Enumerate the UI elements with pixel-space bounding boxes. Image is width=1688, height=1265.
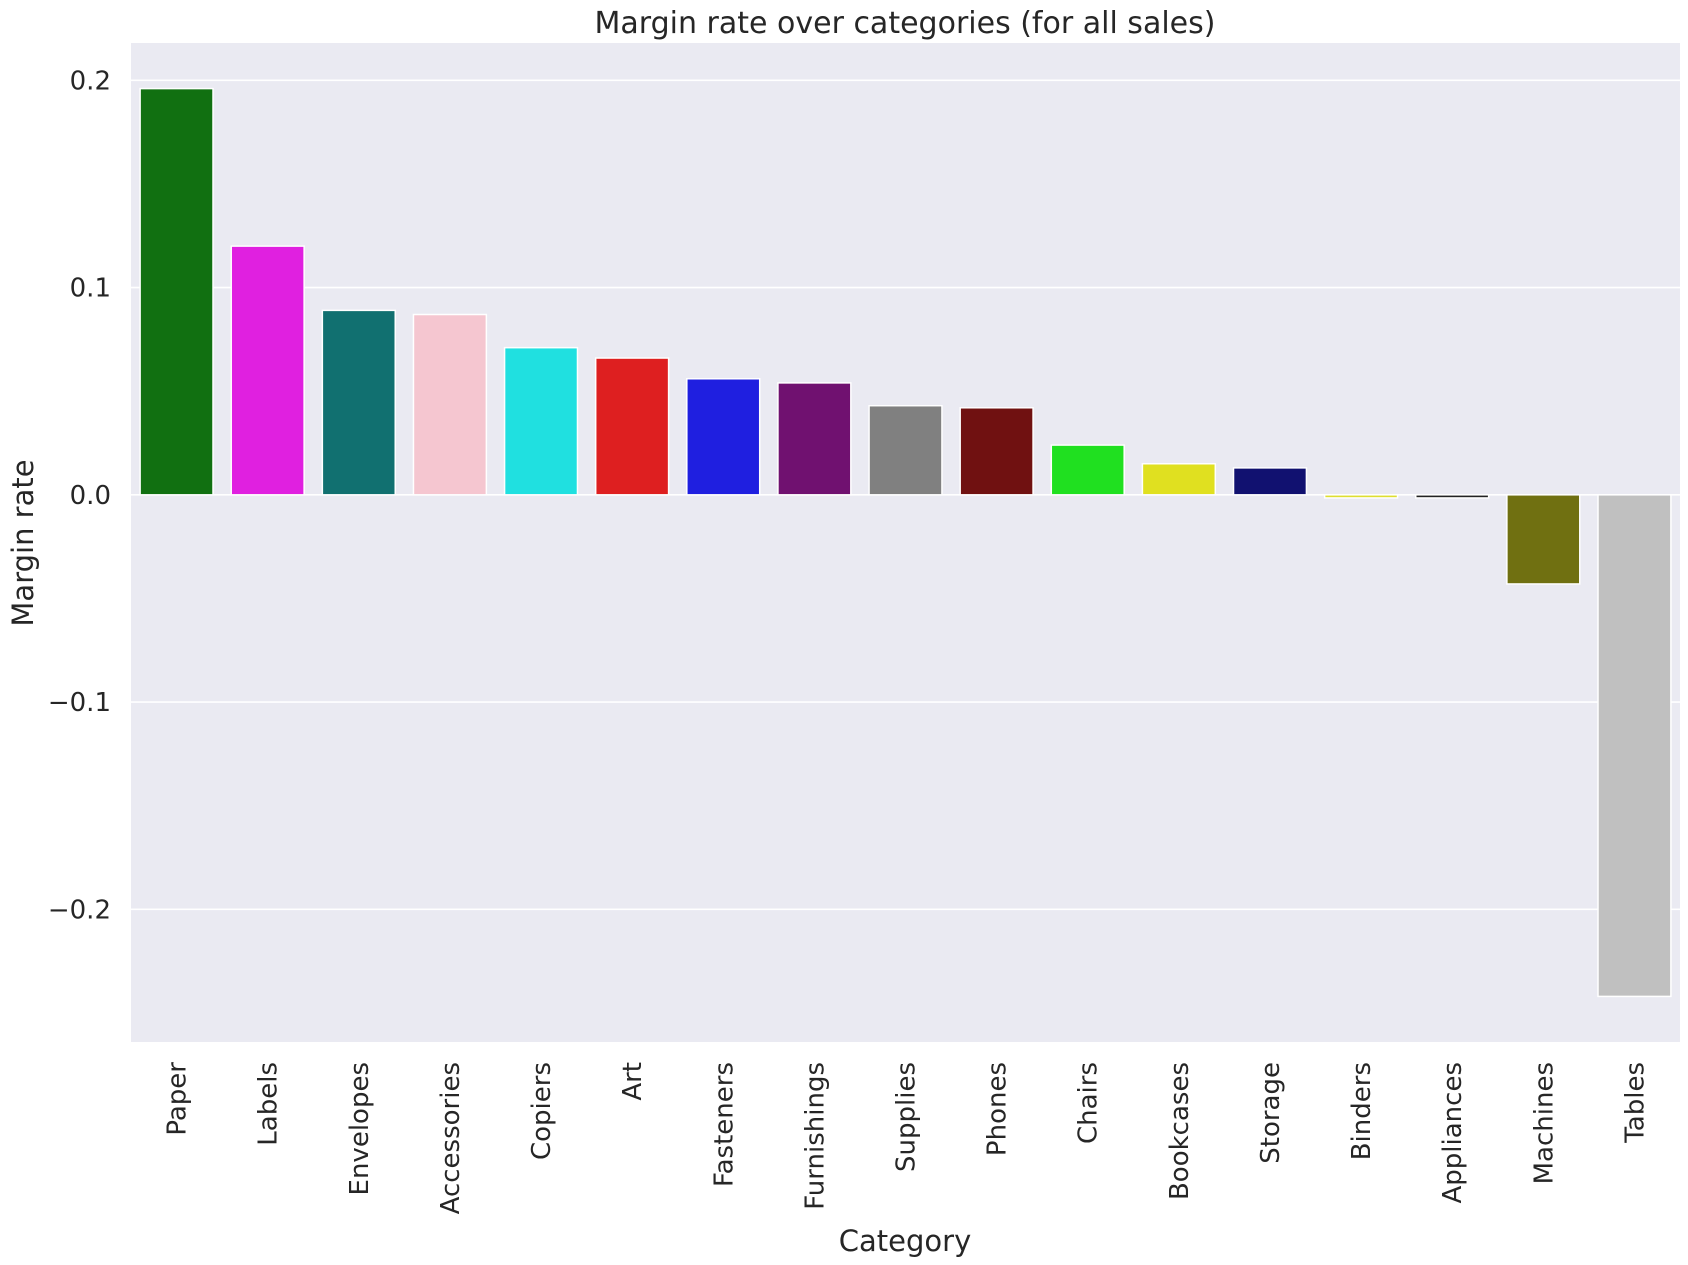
bar-bookcases — [1141, 462, 1217, 496]
x-tick-label-storage: Storage — [1256, 1062, 1286, 1164]
x-tick-label-furnishings: Furnishings — [800, 1062, 830, 1210]
plot-area — [131, 43, 1680, 1042]
chart-title: Margin rate over categories (for all sal… — [595, 6, 1216, 41]
bar-chairs — [1050, 444, 1125, 496]
bar-tables — [1597, 494, 1672, 998]
bar-supplies — [868, 404, 943, 496]
y-tick-labels: 0.2 0.1 0.0 −0.1 −0.2 — [48, 66, 111, 925]
y-axis-label: Margin rate — [6, 459, 40, 626]
bar-binders — [1323, 494, 1399, 499]
x-tick-label-tables: Tables — [1620, 1062, 1650, 1144]
y-tick-label: 0.2 — [70, 66, 111, 96]
x-tick-label-machines: Machines — [1529, 1062, 1559, 1184]
x-tick-label-labels: Labels — [254, 1062, 284, 1146]
bar-paper — [139, 87, 214, 496]
bar-phones — [959, 407, 1034, 496]
bar-machines — [1506, 494, 1581, 585]
x-tick-label-supplies: Supplies — [892, 1062, 922, 1172]
bar-storage — [1232, 467, 1308, 496]
y-tick-label: 0.0 — [70, 481, 111, 511]
x-tick-label-accessories: Accessories — [436, 1062, 466, 1214]
x-tick-label-fasteners: Fasteners — [709, 1062, 739, 1187]
x-tick-label-bookcases: Bookcases — [1165, 1062, 1195, 1200]
x-tick-label-art: Art — [618, 1062, 648, 1101]
x-tick-label-paper: Paper — [163, 1062, 193, 1136]
y-tick-label: −0.1 — [48, 688, 111, 718]
x-tick-label-copiers: Copiers — [527, 1062, 557, 1160]
x-tick-label-binders: Binders — [1347, 1062, 1377, 1160]
y-tick-label: −0.2 — [48, 895, 111, 925]
x-tick-label-phones: Phones — [983, 1062, 1013, 1156]
bar-copiers — [503, 346, 579, 496]
bar-fasteners — [686, 378, 761, 496]
bar-furnishings — [777, 382, 852, 496]
x-tick-label-appliances: Appliances — [1438, 1062, 1468, 1204]
x-axis-label: Category — [839, 1224, 971, 1258]
bar-accessories — [412, 313, 488, 496]
bar-labels — [230, 245, 305, 496]
x-tick-label-chairs: Chairs — [1074, 1062, 1104, 1144]
x-tick-labels: Paper Labels Envelopes Accessories Copiers Ar… — [163, 1062, 1651, 1215]
bar-envelopes — [321, 309, 396, 496]
bars — [139, 87, 1672, 998]
x-tick-label-envelopes: Envelopes — [345, 1062, 375, 1195]
bar-art — [594, 357, 670, 496]
y-tick-label: 0.1 — [70, 274, 111, 304]
bar-appliances — [1415, 494, 1490, 499]
